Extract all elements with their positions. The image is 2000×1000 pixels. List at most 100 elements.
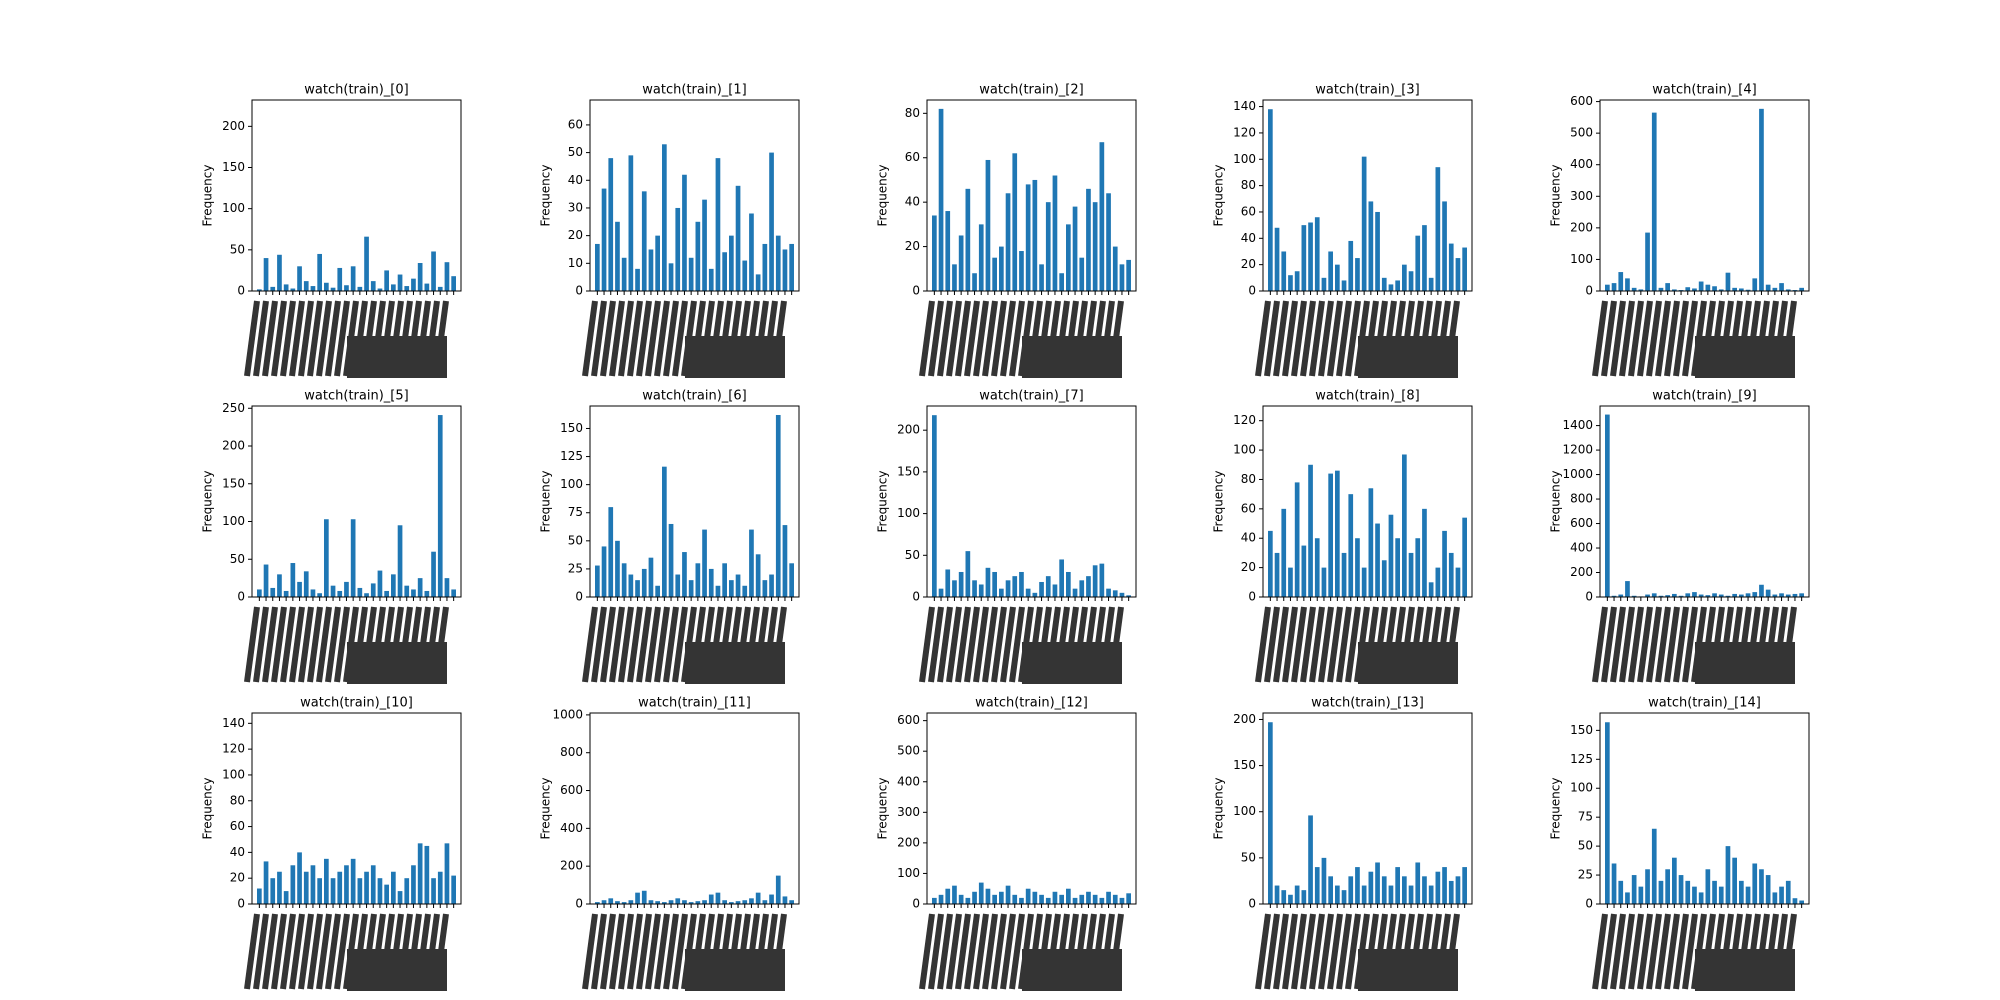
bar: [1314, 867, 1320, 904]
label-smudge: [955, 606, 971, 683]
bar: [1348, 240, 1354, 291]
y-tick-label: 100: [560, 477, 583, 491]
label-smudge: [1000, 300, 1016, 377]
label-smudge: [244, 300, 260, 377]
bar: [1119, 264, 1125, 291]
y-tick-label: 1000: [1562, 467, 1593, 481]
bar: [708, 894, 714, 904]
label-smudge: [280, 606, 296, 683]
bar: [411, 865, 416, 904]
bar: [749, 213, 754, 291]
bar: [715, 892, 721, 904]
bar: [277, 254, 282, 291]
bar: [1732, 593, 1737, 597]
label-smudge: [298, 300, 314, 377]
y-tick-label: 500: [1570, 126, 1593, 140]
bar: [702, 529, 707, 597]
y-tick-label: 120: [1233, 413, 1256, 427]
y-tick-label: 40: [1241, 531, 1256, 545]
bar: [695, 563, 701, 597]
bar: [992, 571, 997, 597]
label-smudge: [946, 913, 962, 990]
y-tick-label: 600: [1570, 94, 1593, 108]
bar: [999, 891, 1004, 904]
bar: [1725, 595, 1731, 597]
bar: [978, 224, 984, 291]
bar: [1799, 287, 1804, 291]
bar: [965, 897, 971, 904]
bar: [1066, 224, 1071, 291]
y-tick-label: 120: [1233, 125, 1256, 139]
bar: [324, 519, 329, 597]
label-smudge: [1282, 913, 1298, 990]
bar: [662, 144, 667, 291]
bar: [350, 858, 356, 904]
y-tick-label: 150: [222, 160, 245, 174]
y-tick-label: 60: [568, 117, 583, 131]
bar: [978, 882, 984, 904]
bar: [1308, 464, 1313, 597]
bar: [377, 570, 383, 597]
bar: [1126, 595, 1131, 597]
bar: [635, 580, 640, 597]
bar: [370, 281, 376, 291]
bar: [1725, 846, 1731, 904]
bar: [357, 878, 363, 904]
bar: [1772, 594, 1778, 597]
bar: [404, 585, 410, 597]
bar: [330, 878, 336, 904]
bar: [1605, 722, 1610, 904]
label-smudge: [298, 606, 314, 683]
label-smudge: [636, 606, 652, 683]
bar: [350, 519, 356, 597]
bar: [1692, 288, 1697, 291]
label-smudge: [654, 913, 670, 990]
bar: [384, 270, 389, 291]
label-smudge: [1610, 606, 1626, 683]
bar: [431, 878, 436, 904]
y-tick-label: 400: [897, 774, 920, 788]
bar: [675, 898, 681, 904]
bar: [628, 900, 634, 904]
bar: [1725, 272, 1731, 291]
label-smudge: [919, 913, 935, 990]
bar: [1448, 243, 1454, 291]
bar: [722, 900, 727, 904]
bar: [999, 588, 1004, 597]
y-tick-label: 40: [568, 173, 583, 187]
y-tick-label: 50: [568, 533, 583, 547]
x-tick-labels-blur: [919, 606, 1124, 684]
bar: [1759, 584, 1764, 597]
y-tick-label: 100: [1570, 252, 1593, 266]
label-smudge: [1695, 949, 1795, 991]
bar: [1422, 876, 1427, 904]
bar: [601, 188, 607, 291]
label-smudge: [685, 642, 785, 684]
bar: [257, 888, 262, 904]
axes-frame: [1599, 405, 1810, 598]
bar: [424, 283, 430, 291]
bar: [364, 593, 369, 597]
bar: [1718, 886, 1724, 904]
bar: [1408, 271, 1414, 291]
bar: [1611, 283, 1617, 291]
label-smudge: [672, 606, 688, 683]
label-smudge: [1610, 913, 1626, 990]
bar: [1294, 885, 1300, 904]
label-smudge: [591, 606, 607, 683]
axes-frame: [589, 712, 800, 905]
label-smudge: [1291, 606, 1307, 683]
bar: [1368, 488, 1374, 597]
bar: [1435, 871, 1441, 904]
y-tick-label: 50: [568, 145, 583, 159]
label-smudge: [307, 913, 323, 990]
label-smudge: [1592, 913, 1608, 990]
label-smudge: [1345, 606, 1361, 683]
bar: [775, 875, 781, 904]
label-smudge: [600, 300, 616, 377]
bar: [1395, 538, 1400, 597]
bar: [1745, 593, 1751, 597]
bar: [992, 257, 997, 291]
y-tick-label: 100: [222, 767, 245, 781]
bar: [1328, 251, 1333, 291]
